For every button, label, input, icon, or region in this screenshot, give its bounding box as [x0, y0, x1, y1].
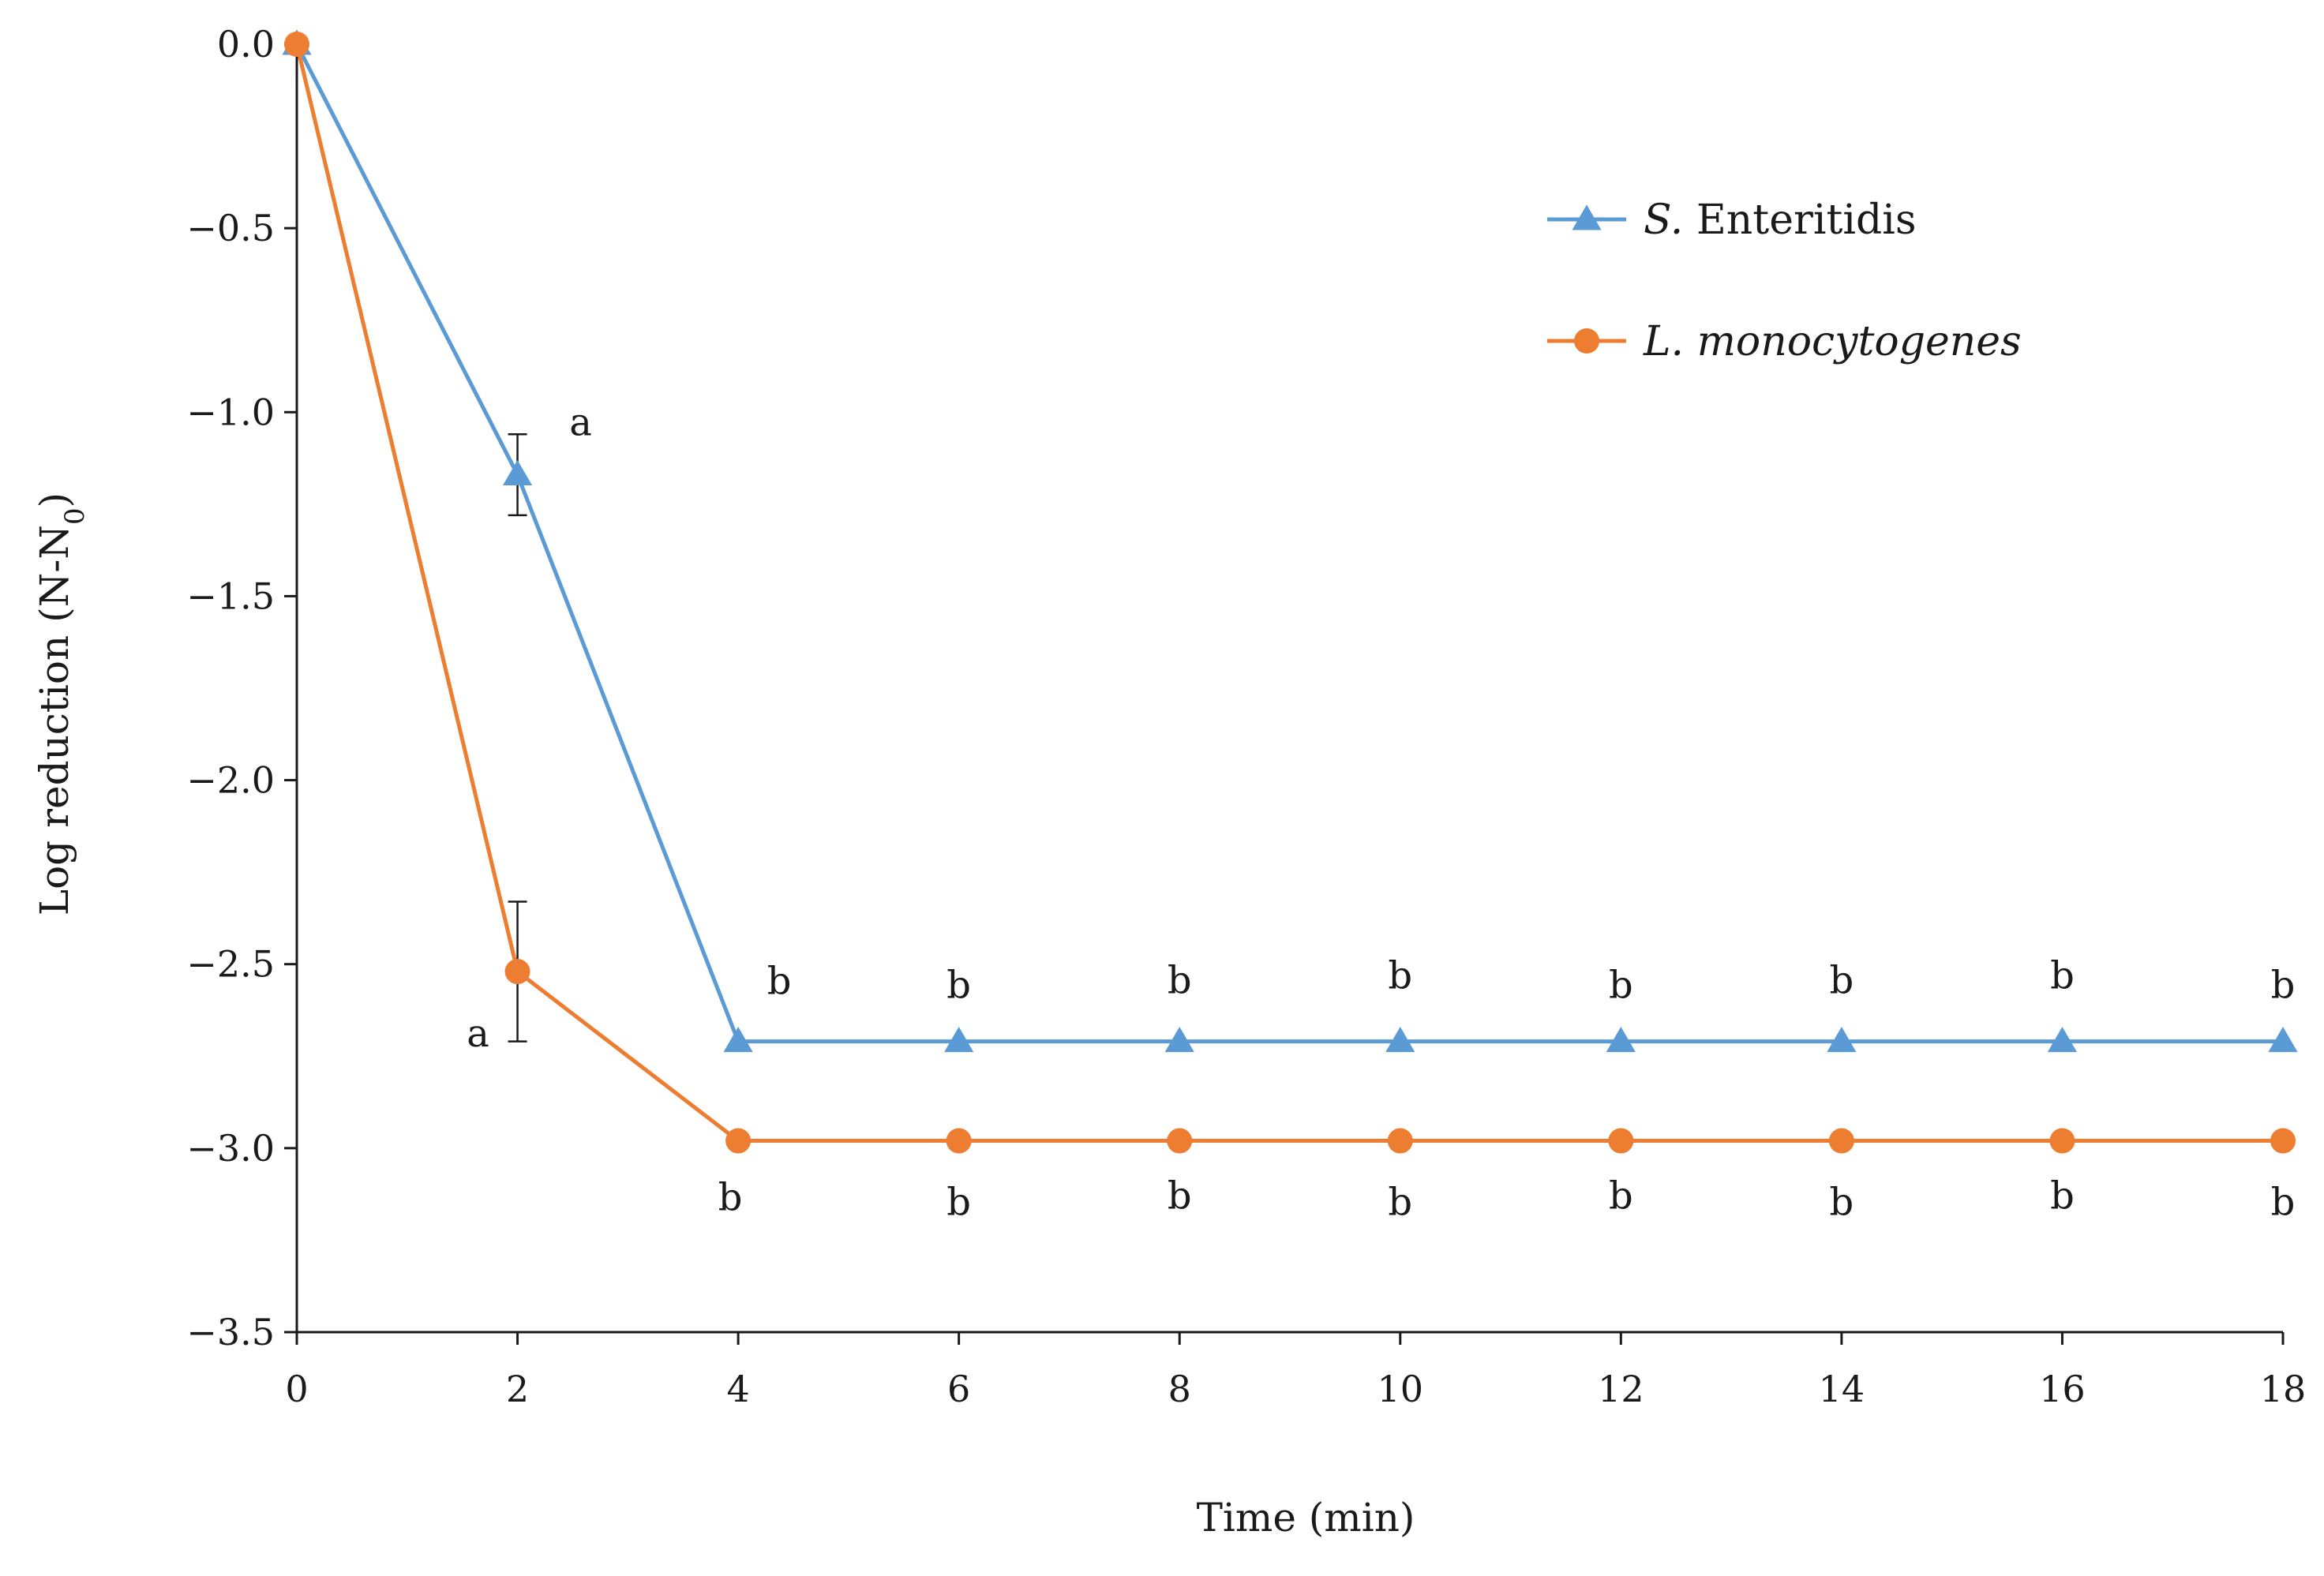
series-s-enteritidis — [282, 29, 2298, 1053]
x-tick-label: 8 — [1168, 1368, 1191, 1410]
data-point — [504, 959, 530, 985]
y-tick-label: −3.5 — [186, 1311, 275, 1353]
x-tick-label: 18 — [2260, 1368, 2307, 1410]
data-point — [944, 1027, 974, 1053]
letter-s-enteritidis: b — [1168, 959, 1192, 1003]
x-tick-label: 12 — [1598, 1368, 1644, 1410]
x-tick-label: 16 — [2039, 1368, 2086, 1410]
legend-label-italic: S. — [1644, 197, 1683, 244]
y-tick-label: −2.0 — [186, 759, 275, 802]
tick-labels: 0.0 −0.5 −1.0 −1.5 −2.0 −2.5 −3.0 −3.50 2 4 6 8 10 12… — [186, 23, 2306, 1410]
series — [282, 29, 2298, 1154]
y-axis-title-subscript: 0 — [59, 507, 91, 525]
data-point — [2049, 1128, 2075, 1154]
letter-l-monocytogenes: b — [1168, 1174, 1192, 1218]
significance-letters: a a b b b b b b b b b b b b b b b b — [467, 401, 2295, 1225]
data-point — [2268, 1027, 2298, 1053]
data-point — [1608, 1128, 1634, 1154]
data-point — [1167, 1128, 1193, 1154]
letter-l-monocytogenes: b — [1830, 1181, 1854, 1225]
legend-item-s-enteritidis: S. Enteritidis — [1547, 197, 1917, 244]
series-l-monocytogenes — [284, 32, 2296, 1154]
legend-marker — [1574, 328, 1599, 354]
y-tick-label: 0.0 — [217, 23, 275, 66]
legend-label: S. Enteritidis — [1644, 197, 1917, 244]
letter-s-enteritidis: b — [2271, 964, 2296, 1008]
x-tick-label: 6 — [947, 1368, 970, 1410]
y-axis-title-main: Log reduction (N-N — [32, 525, 77, 915]
x-tick-label: 14 — [1819, 1368, 1865, 1410]
series-line — [294, 43, 2283, 1144]
data-point — [725, 1128, 752, 1154]
y-tick-label: −2.5 — [186, 943, 275, 986]
data-point — [502, 459, 533, 486]
x-tick-label: 0 — [285, 1368, 308, 1410]
y-axis-title: Log reduction (N-N0) — [32, 492, 91, 915]
letter-s-enteritidis: b — [946, 964, 971, 1008]
letter-s-enteritidis: b — [1388, 954, 1412, 998]
letter-l-monocytogenes: b — [1609, 1174, 1633, 1218]
y-axis-title-close: ) — [32, 492, 77, 508]
data-point — [1387, 1128, 1413, 1154]
letter-l-monocytogenes: a — [467, 1012, 489, 1056]
legend-label-italic: L. monocytogenes — [1643, 318, 2022, 365]
y-tick-label: −0.5 — [186, 207, 275, 249]
letter-l-monocytogenes: b — [2271, 1181, 2296, 1225]
letter-s-enteritidis: a — [569, 401, 592, 445]
y-tick-label: −1.5 — [186, 575, 275, 617]
data-point — [1827, 1027, 1857, 1053]
letter-l-monocytogenes: b — [2050, 1174, 2075, 1218]
letter-s-enteritidis: b — [767, 960, 792, 1004]
legend-label-rest: Enteritidis — [1683, 197, 1916, 244]
x-tick-label: 10 — [1378, 1368, 1424, 1410]
legend-item-l-monocytogenes: L. monocytogenes — [1547, 318, 2022, 365]
letter-s-enteritidis: b — [1609, 964, 1633, 1008]
data-point — [723, 1027, 753, 1053]
letter-s-enteritidis: b — [2050, 954, 2075, 998]
letter-l-monocytogenes: b — [946, 1181, 971, 1225]
x-tick-label: 4 — [726, 1368, 749, 1410]
series-line — [294, 43, 2283, 1044]
legend: S. Enteritidis L. monocytogenes — [1547, 197, 2022, 365]
x-axis-title: Time (min) — [1197, 1495, 1415, 1540]
legend-label: L. monocytogenes — [1643, 318, 2022, 365]
data-point — [1385, 1027, 1415, 1053]
y-tick-label: −3.0 — [186, 1127, 275, 1170]
data-point — [1164, 1027, 1194, 1053]
data-point — [1828, 1128, 1854, 1154]
y-tick-label: −1.0 — [186, 391, 275, 433]
x-tick-label: 2 — [506, 1368, 529, 1410]
data-point — [284, 32, 309, 57]
legend-marker — [1572, 204, 1602, 230]
data-point — [2270, 1128, 2296, 1154]
letter-l-monocytogenes: b — [718, 1176, 743, 1220]
letter-s-enteritidis: b — [1830, 959, 1854, 1003]
data-point — [2047, 1027, 2078, 1053]
data-point — [946, 1128, 972, 1154]
data-point — [1606, 1027, 1636, 1053]
axes — [284, 43, 2285, 1345]
letter-l-monocytogenes: b — [1388, 1181, 1412, 1225]
